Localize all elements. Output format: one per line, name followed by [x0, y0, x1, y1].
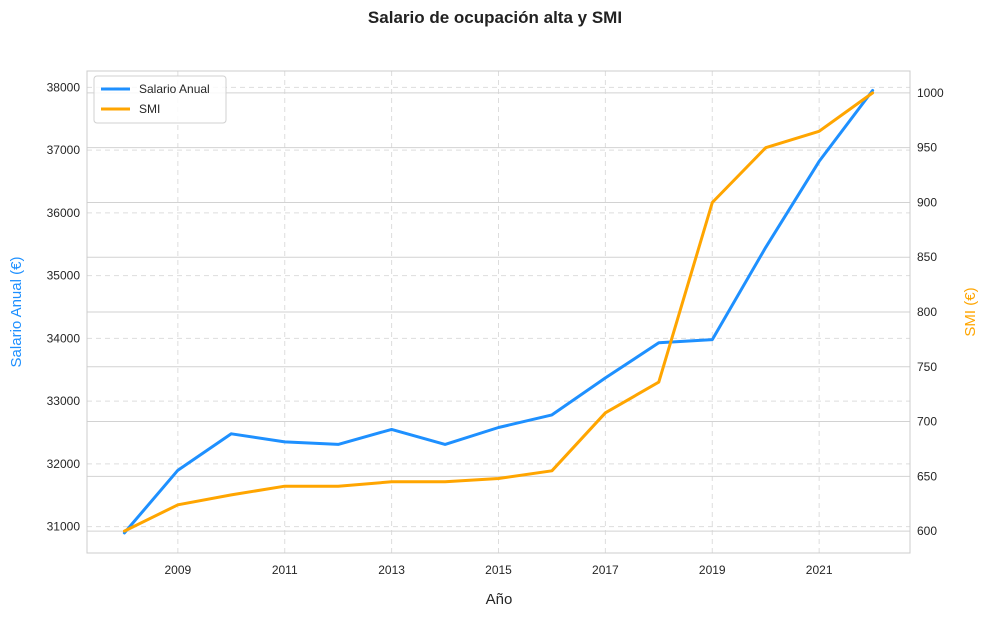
right-tick-label: 800	[917, 305, 937, 319]
plot-frame	[86, 70, 911, 554]
right-axis-label: SMI (€)	[962, 287, 979, 336]
series-lines	[122, 89, 875, 535]
right-tick-label: 1000	[917, 86, 944, 100]
right-gridlines	[87, 92, 910, 532]
right-tick-labels: 600 650 700 750 800 850 900 950 1000	[917, 86, 944, 538]
right-tick-label: 600	[917, 524, 937, 538]
x-tick-label: 2021	[806, 563, 833, 577]
legend: Salario Anual SMI	[93, 75, 227, 124]
left-tick-label: 38000	[47, 80, 81, 94]
right-tick-label: 650	[917, 469, 937, 483]
legend-label-salario: Salario Anual	[139, 82, 210, 96]
right-tick-label: 700	[917, 415, 937, 429]
x-tick-label: 2019	[699, 563, 726, 577]
chart-title: Salario de ocupación alta y SMI	[368, 8, 622, 27]
x-tick-label: 2017	[592, 563, 619, 577]
x-tick-label: 2015	[485, 563, 512, 577]
right-tick-label: 750	[917, 360, 937, 374]
x-tick-label: 2013	[378, 563, 405, 577]
x-tick-labels: 2009 2011 2013 2015 2017 2019 2021	[164, 563, 832, 577]
series-line-salario-anual	[122, 89, 875, 535]
right-tick-label: 950	[917, 141, 937, 155]
left-tick-label: 35000	[47, 269, 81, 283]
right-tick-label: 900	[917, 195, 937, 209]
left-tick-label: 32000	[47, 457, 81, 471]
left-tick-label: 33000	[47, 394, 81, 408]
left-tick-label: 36000	[47, 206, 81, 220]
x-tick-label: 2011	[272, 563, 298, 577]
left-tick-labels: 31000 32000 33000 34000 35000 36000 37000 38000	[47, 80, 81, 533]
left-tick-label: 34000	[47, 331, 81, 345]
x-tick-label: 2009	[164, 563, 191, 577]
right-tick-label: 850	[917, 250, 937, 264]
left-tick-label: 31000	[47, 520, 81, 534]
series-line-smi	[122, 91, 875, 533]
left-axis-label: Salario Anual (€)	[8, 257, 25, 368]
legend-label-smi: SMI	[139, 102, 160, 116]
left-gridlines	[87, 86, 910, 528]
left-tick-label: 37000	[47, 143, 81, 157]
x-axis-label: Año	[486, 591, 513, 608]
